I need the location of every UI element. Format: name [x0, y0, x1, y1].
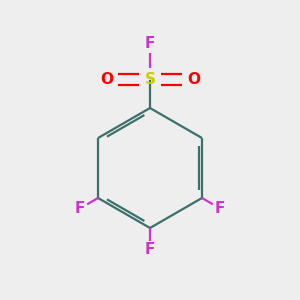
Text: F: F [215, 201, 225, 216]
Text: O: O [187, 72, 200, 87]
Text: O: O [100, 72, 113, 87]
Text: S: S [145, 72, 155, 87]
Text: F: F [145, 242, 155, 256]
Text: F: F [145, 36, 155, 51]
Text: F: F [75, 201, 85, 216]
